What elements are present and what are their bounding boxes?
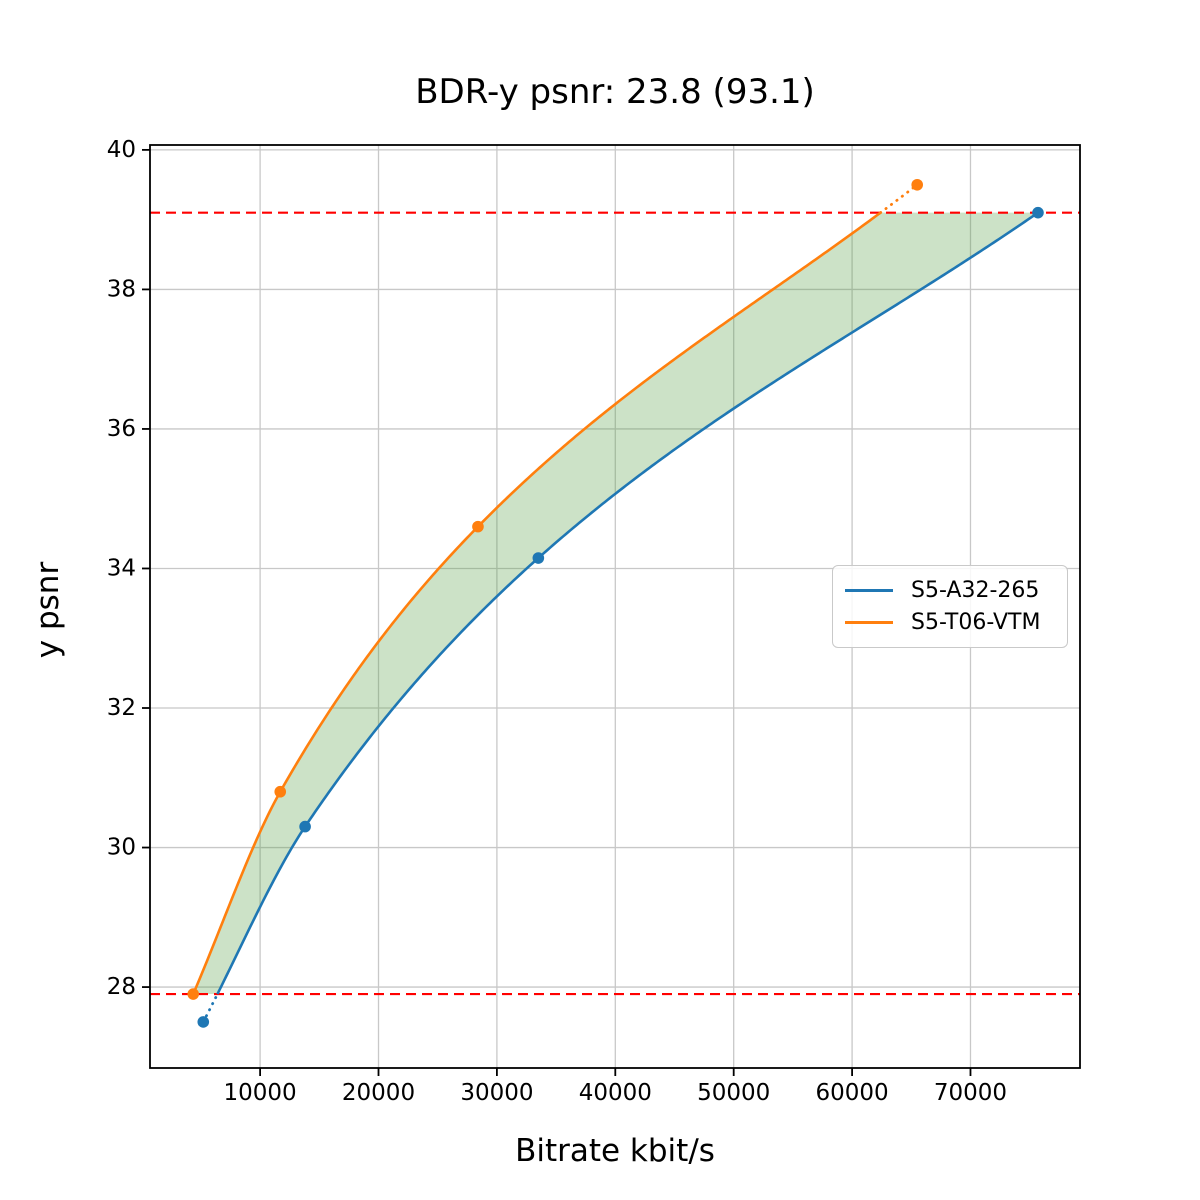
x-tick-label: 20000: [342, 1080, 415, 1106]
x-axis-label: Bitrate kbit/s: [515, 1133, 715, 1169]
data-point-marker-s5-a32-265: [197, 1016, 210, 1028]
x-tick-label: 30000: [460, 1080, 533, 1106]
x-tick-label: 50000: [697, 1080, 770, 1106]
data-point-marker-s5-t06-vtm: [911, 178, 924, 191]
legend-label: S5-T06-VTM: [911, 609, 1041, 635]
data-point-marker-s5-t06-vtm: [187, 988, 200, 1000]
data-point-marker-s5-a32-265: [299, 820, 311, 833]
x-tick-label: 10000: [224, 1080, 297, 1106]
data-point-marker-s5-t06-vtm: [472, 520, 484, 533]
legend-line-swatch-blue: [845, 589, 893, 593]
x-tick-label: 40000: [579, 1080, 652, 1106]
legend: S5-A32-265 S5-T06-VTM: [832, 565, 1068, 648]
y-tick-label: 34: [107, 555, 136, 581]
legend-item: S5-A32-265: [845, 575, 1055, 607]
series-line-s5-a32-265: [216, 211, 1039, 995]
y-tick-label: 38: [107, 276, 136, 302]
legend-label: S5-A32-265: [911, 578, 1040, 604]
data-point-marker-s5-a32-265: [1032, 206, 1044, 219]
y-tick-label: 28: [107, 974, 136, 1000]
legend-line-swatch-orange: [845, 620, 893, 624]
y-tick-label: 30: [107, 835, 136, 861]
y-axis-label: y psnr: [30, 561, 66, 659]
data-point-marker-s5-t06-vtm: [274, 785, 287, 798]
x-tick-label: 70000: [934, 1080, 1007, 1106]
data-point-marker-s5-a32-265: [532, 552, 545, 564]
chart-title: BDR-y psnr: 23.8 (93.1): [415, 72, 815, 112]
y-tick-label: 40: [107, 137, 136, 163]
legend-item: S5-T06-VTM: [845, 607, 1055, 639]
y-tick-label: 36: [107, 416, 136, 442]
series-line-extrapolated-s5-t06-vtm: [879, 183, 919, 215]
x-tick-label: 60000: [816, 1080, 889, 1106]
series-line-s5-t06-vtm: [192, 211, 882, 995]
y-tick-label: 32: [107, 695, 136, 721]
